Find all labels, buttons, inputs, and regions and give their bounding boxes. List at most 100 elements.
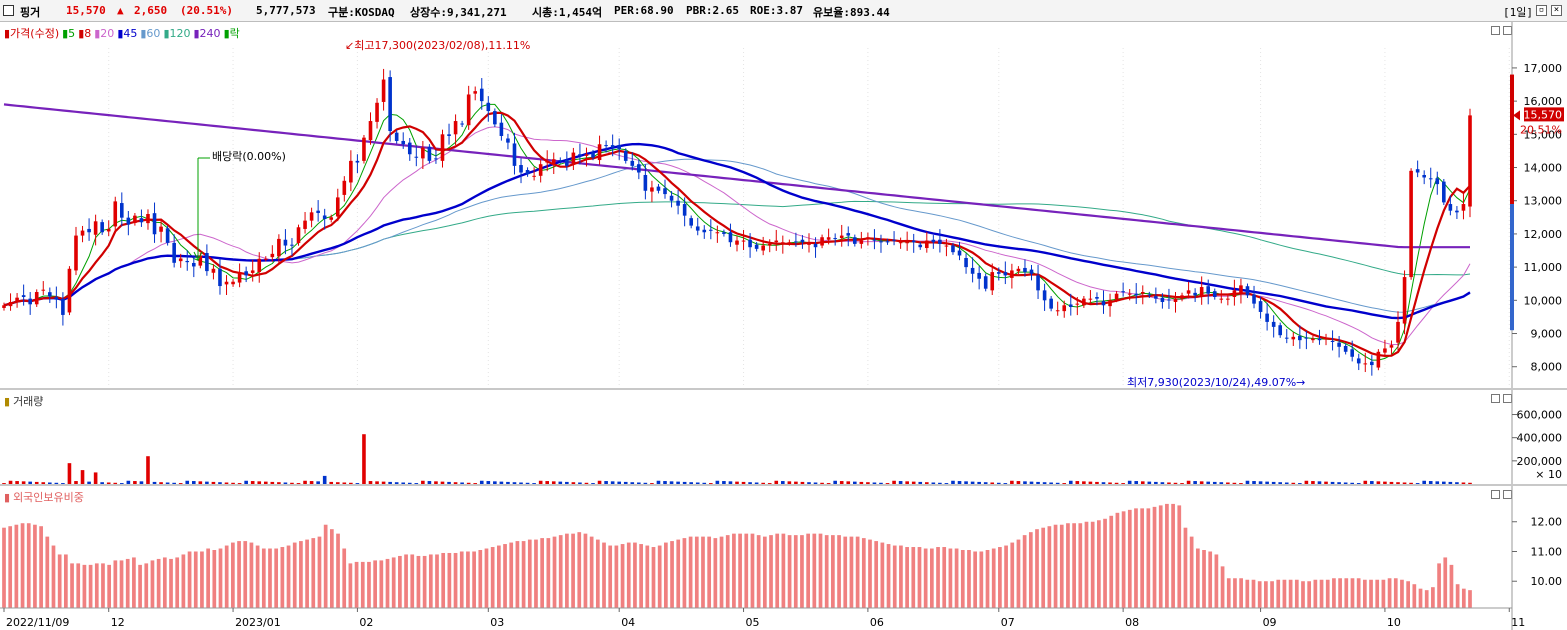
- volume-bar: [349, 482, 353, 484]
- volume-bar: [250, 481, 255, 484]
- volume-legend: ▮ 거래량: [4, 393, 46, 409]
- restore-window-icon[interactable]: ▫: [1536, 5, 1547, 16]
- pane-divider[interactable]: [0, 388, 1567, 390]
- foreign-bar: [985, 550, 990, 608]
- pane-divider[interactable]: [0, 484, 1567, 486]
- volume-bar: [1298, 483, 1302, 484]
- volume-bar: [663, 481, 667, 484]
- foreign-bar: [39, 526, 43, 608]
- foreign-bar: [1041, 527, 1046, 608]
- period-selector[interactable]: [1일]: [1503, 6, 1533, 19]
- foreign-bar: [571, 533, 575, 608]
- candle-body: [113, 201, 118, 227]
- foreign-bar: [527, 539, 532, 608]
- volume-bar: [21, 481, 26, 484]
- foreign-ownership-pane[interactable]: ▮ 외국인보유비중 12.00 11.00 10.00 2022/11/09 12 2023…: [0, 486, 1567, 630]
- volume-bar: [329, 481, 334, 484]
- volume-bar: [866, 482, 870, 484]
- volume-bar: [407, 482, 412, 484]
- foreign-bar: [1449, 564, 1454, 608]
- candle-body: [924, 240, 929, 249]
- foreign-bar: [292, 542, 297, 608]
- candle-body: [1389, 345, 1394, 348]
- volume-bar: [447, 481, 451, 484]
- volume-bar: [106, 482, 111, 484]
- volume-bar: [1173, 482, 1178, 484]
- volume-bar: [1435, 481, 1440, 484]
- volume-bar: [1167, 482, 1171, 484]
- foreign-bar: [1010, 542, 1015, 608]
- candle-body: [892, 239, 896, 241]
- market-type: 구분:KOSDAQ: [328, 6, 395, 19]
- price-chart-pane[interactable]: ▮가격(수정) ▮5 ▮8 ▮20 ▮45 ▮60 ▮120 ▮240 ▮락 17,000 16,…: [0, 22, 1567, 388]
- volume-bar: [519, 482, 523, 484]
- legend-item: ▮120: [163, 27, 191, 40]
- candle-body: [486, 102, 491, 112]
- volume-bar: [689, 482, 693, 484]
- volume-bar: [1049, 482, 1053, 484]
- candle-body: [617, 145, 621, 150]
- candle-body: [1140, 292, 1145, 294]
- pbr-value: PBR:2.65: [686, 4, 739, 17]
- volume-bar: [257, 481, 262, 484]
- candle-body: [460, 123, 464, 125]
- volume-bar: [1265, 481, 1269, 484]
- volume-chart-pane[interactable]: ▮ 거래량 600,000 400,000 200,000 × 10: [0, 390, 1567, 484]
- volume-bar: [394, 482, 399, 484]
- pane-minimize-icon[interactable]: [1491, 26, 1500, 35]
- foreign-bar: [781, 533, 786, 608]
- candle-body: [1317, 338, 1322, 341]
- price-y-tick-label: 10,000: [1524, 294, 1563, 307]
- foreign-legend: ▮ 외국인보유비중: [4, 489, 87, 505]
- candle-body: [283, 239, 288, 246]
- close-window-icon[interactable]: ×: [1551, 5, 1562, 16]
- volume-bar: [1245, 480, 1250, 484]
- volume-bar: [211, 481, 216, 484]
- candle-body: [807, 243, 811, 245]
- foreign-bar: [144, 563, 149, 608]
- foreign-bar: [1455, 584, 1460, 608]
- candle-body: [1173, 298, 1178, 302]
- foreign-bar: [577, 532, 582, 608]
- volume-bar: [1206, 481, 1211, 484]
- volume-bar: [1088, 481, 1093, 484]
- foreign-bar: [1468, 590, 1472, 608]
- foreign-bar: [1356, 578, 1361, 608]
- candle-body: [853, 237, 857, 244]
- foreign-bar: [595, 539, 600, 608]
- foreign-bar: [1208, 551, 1213, 608]
- candle-body: [977, 272, 981, 279]
- volume-bar: [1180, 483, 1184, 484]
- candle-body: [146, 214, 150, 224]
- candle-body: [224, 281, 229, 285]
- foreign-bar: [261, 548, 266, 608]
- foreign-bar: [1264, 581, 1268, 608]
- candle-body: [1442, 181, 1446, 203]
- select-checkbox[interactable]: [3, 5, 14, 16]
- foreign-bar: [503, 544, 507, 608]
- candle-body: [440, 134, 445, 161]
- volume-bar: [466, 482, 471, 484]
- volume-bar: [872, 482, 877, 484]
- foreign-bar: [1233, 578, 1237, 608]
- foreign-bar: [14, 524, 19, 608]
- foreign-bar: [1406, 581, 1410, 608]
- volume-bar: [61, 483, 65, 484]
- candle-body: [1036, 275, 1040, 291]
- x-axis-label: 09: [1263, 616, 1277, 629]
- foreign-bar: [1072, 523, 1076, 608]
- foreign-bar: [855, 536, 860, 608]
- volume-bar: [892, 480, 896, 484]
- volume-bar: [506, 481, 510, 484]
- pane-minimize-icon[interactable]: [1491, 490, 1500, 499]
- foreign-bar: [701, 536, 705, 608]
- candle-body: [414, 156, 419, 158]
- candle-body: [1396, 321, 1400, 343]
- stock-name[interactable]: 핑거: [20, 6, 41, 19]
- pane-minimize-icon[interactable]: [1491, 394, 1500, 403]
- candle-body: [754, 244, 759, 249]
- foreign-bar: [633, 542, 637, 608]
- volume-bar: [198, 481, 203, 484]
- volume-bar: [1114, 482, 1119, 484]
- candle-body: [493, 111, 497, 125]
